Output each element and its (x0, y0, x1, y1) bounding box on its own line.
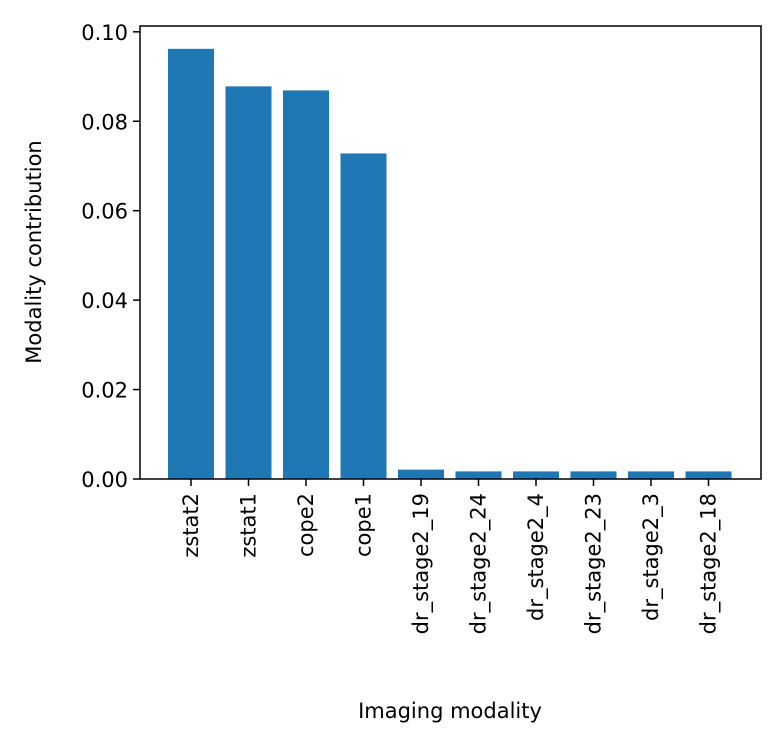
bar-cope1 (340, 153, 387, 479)
bar-dr_stage2_4 (513, 471, 559, 479)
x-tick-label: dr_stage2_18 (697, 493, 722, 634)
bar-dr_stage2_19 (398, 469, 444, 479)
x-tick-label: dr_stage2_24 (467, 493, 492, 634)
x-tick-label: zstat1 (237, 493, 261, 558)
bar-dr_stage2_24 (455, 471, 502, 479)
bar-zstat1 (225, 86, 272, 480)
y-tick-label: 0.10 (81, 21, 128, 45)
x-tick-label: dr_stage2_23 (582, 493, 607, 634)
bar-dr_stage2_18 (685, 471, 732, 479)
x-tick-label: dr_stage2_3 (639, 493, 664, 621)
y-tick-label: 0.06 (81, 200, 128, 224)
x-tick-label: cope1 (352, 493, 376, 557)
y-axis-title: Modality contribution (22, 140, 46, 363)
bar-cope2 (283, 90, 329, 479)
x-tick-label: dr_stage2_19 (409, 493, 434, 634)
x-tick-label: cope2 (294, 493, 318, 557)
x-tick-label: dr_stage2_4 (524, 493, 549, 621)
axes-frame (139, 25, 762, 480)
bar-dr_stage2_23 (570, 471, 617, 479)
x-axis: zstat2 zstat1 cope2 cope1 dr_stage2_19 dr_sta… (179, 479, 722, 634)
x-tick-label: zstat2 (179, 493, 203, 558)
y-tick-label: 0.08 (81, 110, 128, 134)
y-axis: 0.00 0.02 0.04 0.06 0.08 0.10 (81, 21, 140, 492)
x-axis-title: Imaging modality (358, 699, 542, 723)
y-tick-label: 0.04 (81, 289, 128, 313)
y-tick-label: 0.00 (81, 468, 128, 492)
bars-layer (168, 48, 732, 480)
bar-dr_stage2_3 (628, 471, 674, 479)
bar-zstat2 (168, 48, 214, 480)
y-tick-label: 0.02 (81, 379, 128, 403)
